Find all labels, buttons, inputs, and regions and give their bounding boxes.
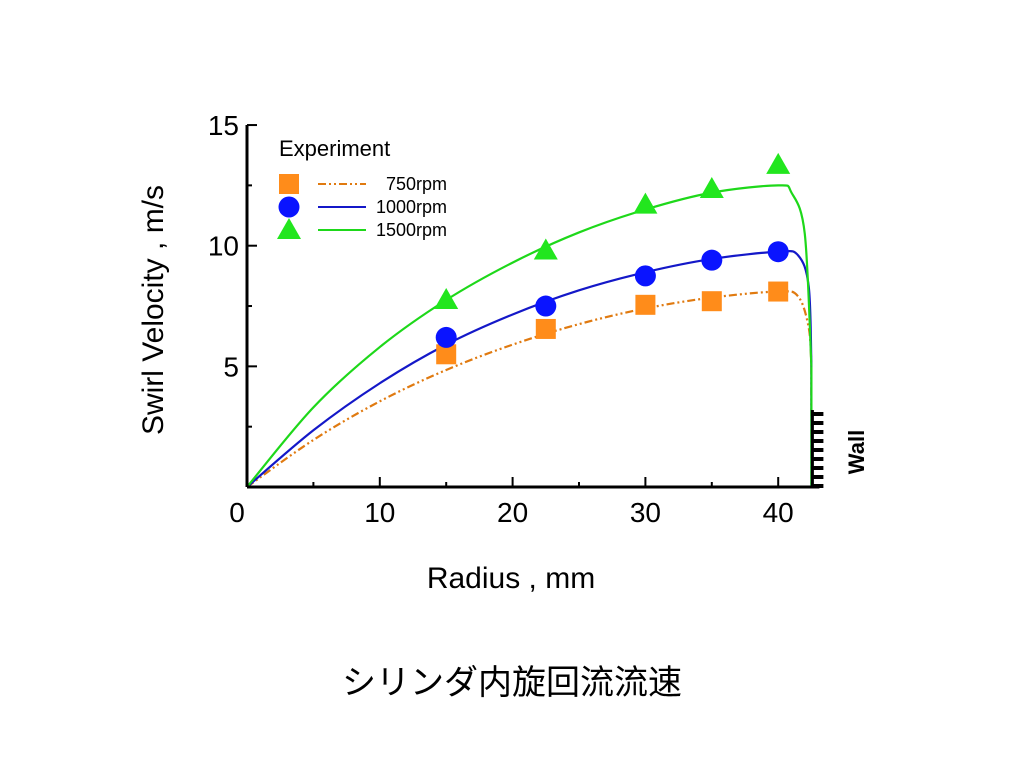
data-point-triangle bbox=[533, 238, 558, 260]
data-point-circle bbox=[435, 326, 457, 348]
wall-hatch bbox=[813, 475, 824, 479]
legend-marker-circle bbox=[278, 196, 300, 218]
slide-caption: シリンダ内旋回流流速 bbox=[342, 663, 682, 703]
x-axis-label: Radius , mm bbox=[427, 562, 595, 595]
data-point-triangle bbox=[434, 287, 459, 309]
wall-label: Wall bbox=[844, 430, 869, 474]
wall-hatch bbox=[813, 439, 824, 443]
legend-label: 1500rpm bbox=[376, 220, 447, 240]
data-point-circle bbox=[634, 265, 656, 287]
axis-ticks: 0 10 20 30 40 5 10 15 bbox=[208, 110, 794, 528]
data-point-square bbox=[701, 291, 722, 312]
x-tick-label: 40 bbox=[763, 497, 794, 528]
y-tick-label: 5 bbox=[223, 351, 239, 382]
x-tick-label: 20 bbox=[497, 497, 528, 528]
legend-marker-square bbox=[279, 174, 299, 194]
wall-hatch bbox=[813, 421, 824, 425]
x-tick-label: 30 bbox=[630, 497, 661, 528]
y-tick-label: 15 bbox=[208, 110, 239, 141]
legend-label: 1000rpm bbox=[376, 197, 447, 217]
wall-hatch bbox=[813, 457, 824, 461]
wall-marker bbox=[810, 410, 824, 488]
wall-hatch bbox=[813, 484, 824, 488]
wall-hatch bbox=[813, 466, 824, 470]
data-point-triangle bbox=[766, 152, 791, 174]
legend-marker-triangle bbox=[277, 218, 301, 239]
data-point-circle bbox=[535, 295, 557, 317]
y-axis-label: Swirl Velocity , m/s bbox=[137, 185, 170, 435]
wall-hatch bbox=[813, 448, 824, 452]
data-point-square bbox=[768, 281, 789, 302]
y-tick-label: 10 bbox=[208, 231, 239, 262]
legend: Experiment 750rpm 1000rpm 1500rpm bbox=[277, 136, 447, 240]
curve-1000rpm bbox=[246, 249, 813, 488]
x-tick-label: 10 bbox=[364, 497, 395, 528]
wall-hatch bbox=[813, 412, 824, 416]
wall-hatch bbox=[813, 430, 824, 434]
data-point-triangle bbox=[699, 176, 724, 198]
data-point-triangle bbox=[633, 192, 658, 214]
x-tick-label: 0 bbox=[229, 497, 245, 528]
data-point-square bbox=[436, 344, 457, 365]
legend-title: Experiment bbox=[279, 136, 390, 161]
legend-label: 750rpm bbox=[376, 174, 447, 194]
data-point-square bbox=[535, 318, 556, 339]
curve-1500rpm bbox=[246, 184, 813, 488]
data-point-circle bbox=[701, 249, 723, 271]
data-point-square bbox=[635, 294, 656, 315]
data-markers bbox=[434, 152, 791, 365]
data-point-circle bbox=[767, 241, 789, 263]
